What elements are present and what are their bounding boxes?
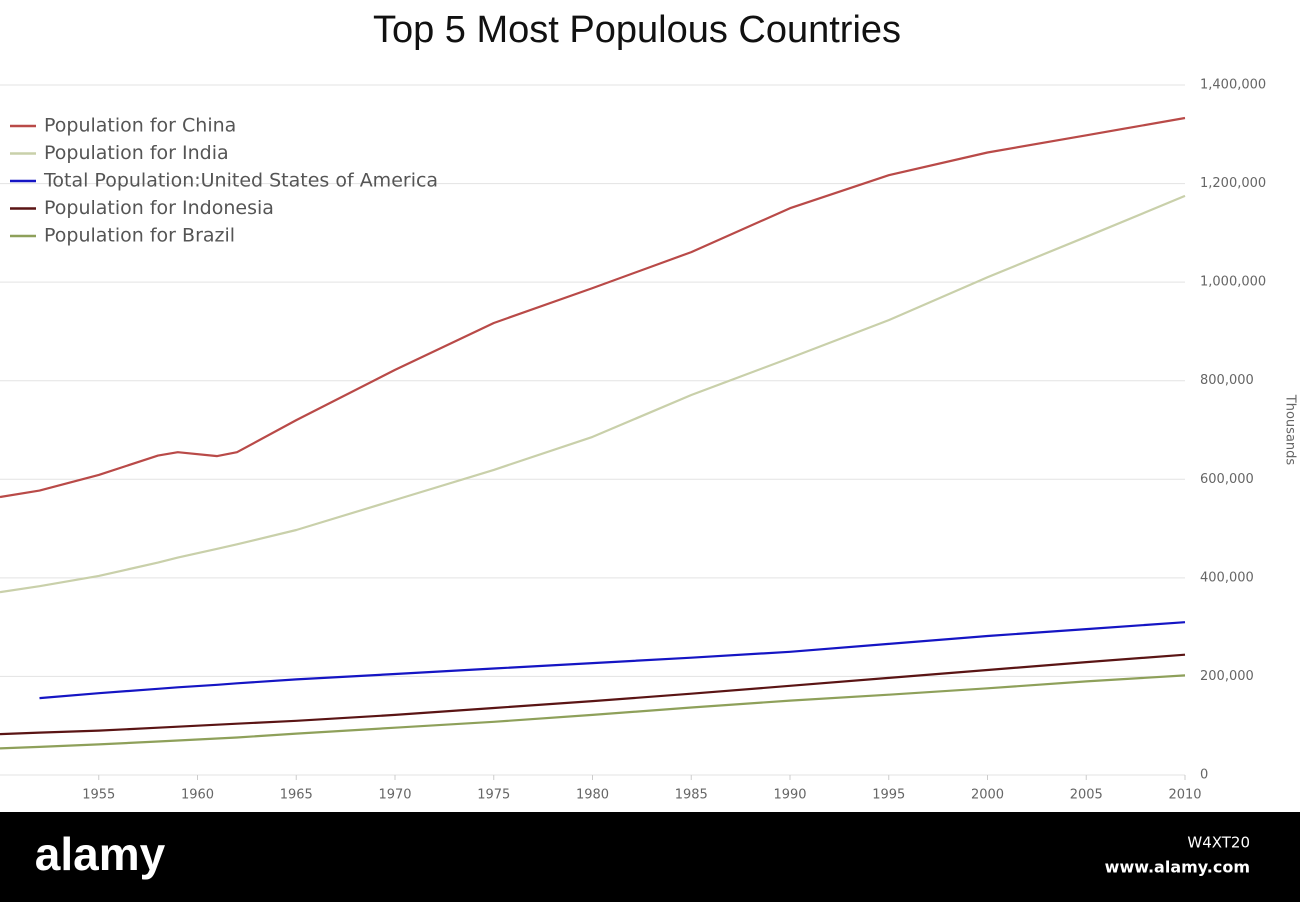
series-line [0, 194, 1186, 594]
legend-label: Population for Brazil [44, 225, 235, 247]
watermark-bar [0, 812, 1300, 902]
x-tick-label: 1980 [576, 788, 609, 803]
chart-title: Top 5 Most Populous Countries [373, 9, 901, 51]
y-tick-label: 0 [1200, 768, 1208, 783]
x-tick-label: 2010 [1168, 788, 1201, 803]
y-tick-label: 1,200,000 [1200, 176, 1266, 191]
y-axis-label: Thousands [1283, 394, 1298, 466]
x-tick-label: 1955 [82, 788, 115, 803]
x-tick-label: 1985 [675, 788, 708, 803]
series-line [0, 116, 1186, 499]
series-line [0, 674, 1186, 750]
x-tick-label: 1975 [477, 788, 510, 803]
watermark-code: W4XT20 [1187, 834, 1250, 852]
x-tick-label: 1970 [378, 788, 411, 803]
watermark-url: www.alamy.com [1105, 858, 1250, 877]
y-tick-label: 400,000 [1200, 570, 1254, 585]
legend-label: Population for India [44, 142, 229, 164]
x-tick-label: 1965 [280, 788, 313, 803]
y-tick-label: 1,400,000 [1200, 78, 1266, 93]
y-tick-label: 600,000 [1200, 472, 1254, 487]
legend-label: Population for China [44, 115, 236, 137]
series-line [39, 621, 1186, 700]
y-tick-label: 200,000 [1200, 669, 1254, 684]
y-tick-label: 1,000,000 [1200, 275, 1266, 290]
x-tick-label: 1995 [872, 788, 905, 803]
y-tick-label: 800,000 [1200, 373, 1254, 388]
x-tick-label: 1960 [181, 788, 214, 803]
x-tick-label: 2000 [971, 788, 1004, 803]
series-line [0, 653, 1186, 736]
legend-label: Total Population:United States of Americ… [43, 170, 438, 192]
watermark-logo: alamy [35, 828, 166, 880]
x-tick-label: 1990 [773, 788, 806, 803]
legend-label: Population for Indonesia [44, 197, 274, 219]
x-tick-label: 2005 [1070, 788, 1103, 803]
